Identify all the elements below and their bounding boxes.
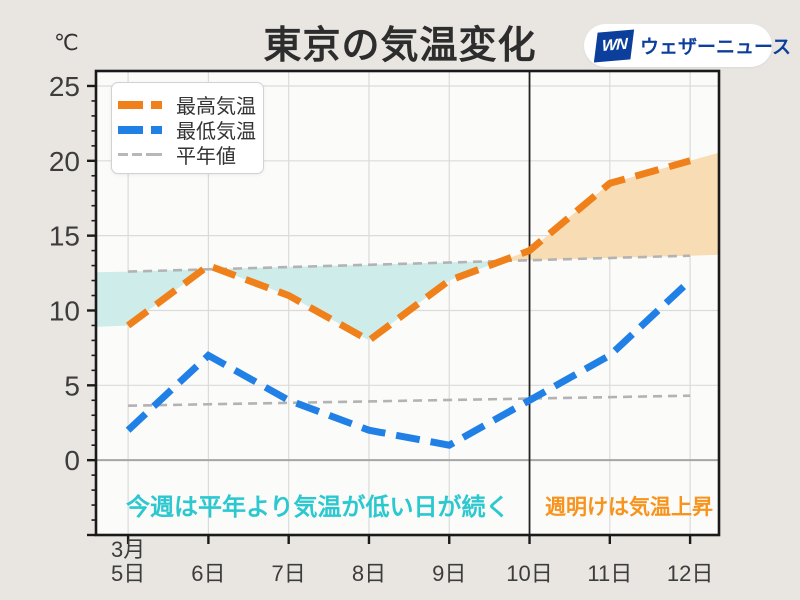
- below-normal-area-1: [96, 269, 204, 327]
- wn-logo-icon: WN: [593, 28, 635, 63]
- tick-label: 12日: [667, 561, 713, 586]
- tick-label: 20: [49, 146, 80, 177]
- annotation-above-normal: 週明けは気温上昇: [545, 496, 713, 519]
- above-normal-area: [501, 152, 719, 261]
- min-temp-dash-icon: [118, 125, 162, 134]
- tick-label: 11日: [587, 561, 632, 586]
- legend-label-normal: 平年値: [176, 146, 236, 168]
- tick-label: 15: [49, 221, 80, 252]
- tick-label: 5: [64, 370, 80, 401]
- plot-border: [94, 69, 721, 537]
- tick-label: 5日: [111, 561, 145, 586]
- y-axis-unit-label: ℃: [54, 30, 79, 55]
- tick-label: 8日: [352, 561, 386, 586]
- series-line: [126, 157, 692, 345]
- tick-label: 0: [64, 445, 80, 476]
- normal-value-line: [128, 394, 691, 407]
- annotation-below-normal: 今週は平年より気温が低い日が続く: [126, 494, 510, 521]
- legend-label-min-temp: 最低気温: [176, 121, 256, 143]
- tick-label: 9日: [432, 561, 466, 586]
- tick-label: 6日: [191, 561, 225, 586]
- legend-label-max-temp: 最高気温: [176, 96, 256, 118]
- below-normal-area-2: [217, 260, 502, 341]
- max-temp-dash-icon: [118, 100, 162, 109]
- legend-item-normal: 平年値: [118, 142, 263, 168]
- tick-label: 25: [49, 71, 80, 102]
- legend-item-max-temp: 最高気温: [118, 92, 263, 118]
- normal-dash-icon: [118, 153, 162, 156]
- chart-legend: 最高気温 最低気温 平年値: [111, 82, 264, 174]
- page-title: 東京の気温変化: [263, 25, 537, 67]
- series-line: [125, 277, 693, 449]
- logo-brand-name: ウェザーニュース: [640, 37, 792, 58]
- weathernews-logo: WN ウェザーニュース: [584, 24, 791, 67]
- tick-label: 10日: [506, 561, 552, 586]
- tick-label: 3月: [111, 537, 145, 562]
- tick-label: 7日: [272, 561, 306, 586]
- tick-label: 10: [49, 295, 80, 326]
- legend-item-min-temp: 最低気温: [118, 117, 263, 143]
